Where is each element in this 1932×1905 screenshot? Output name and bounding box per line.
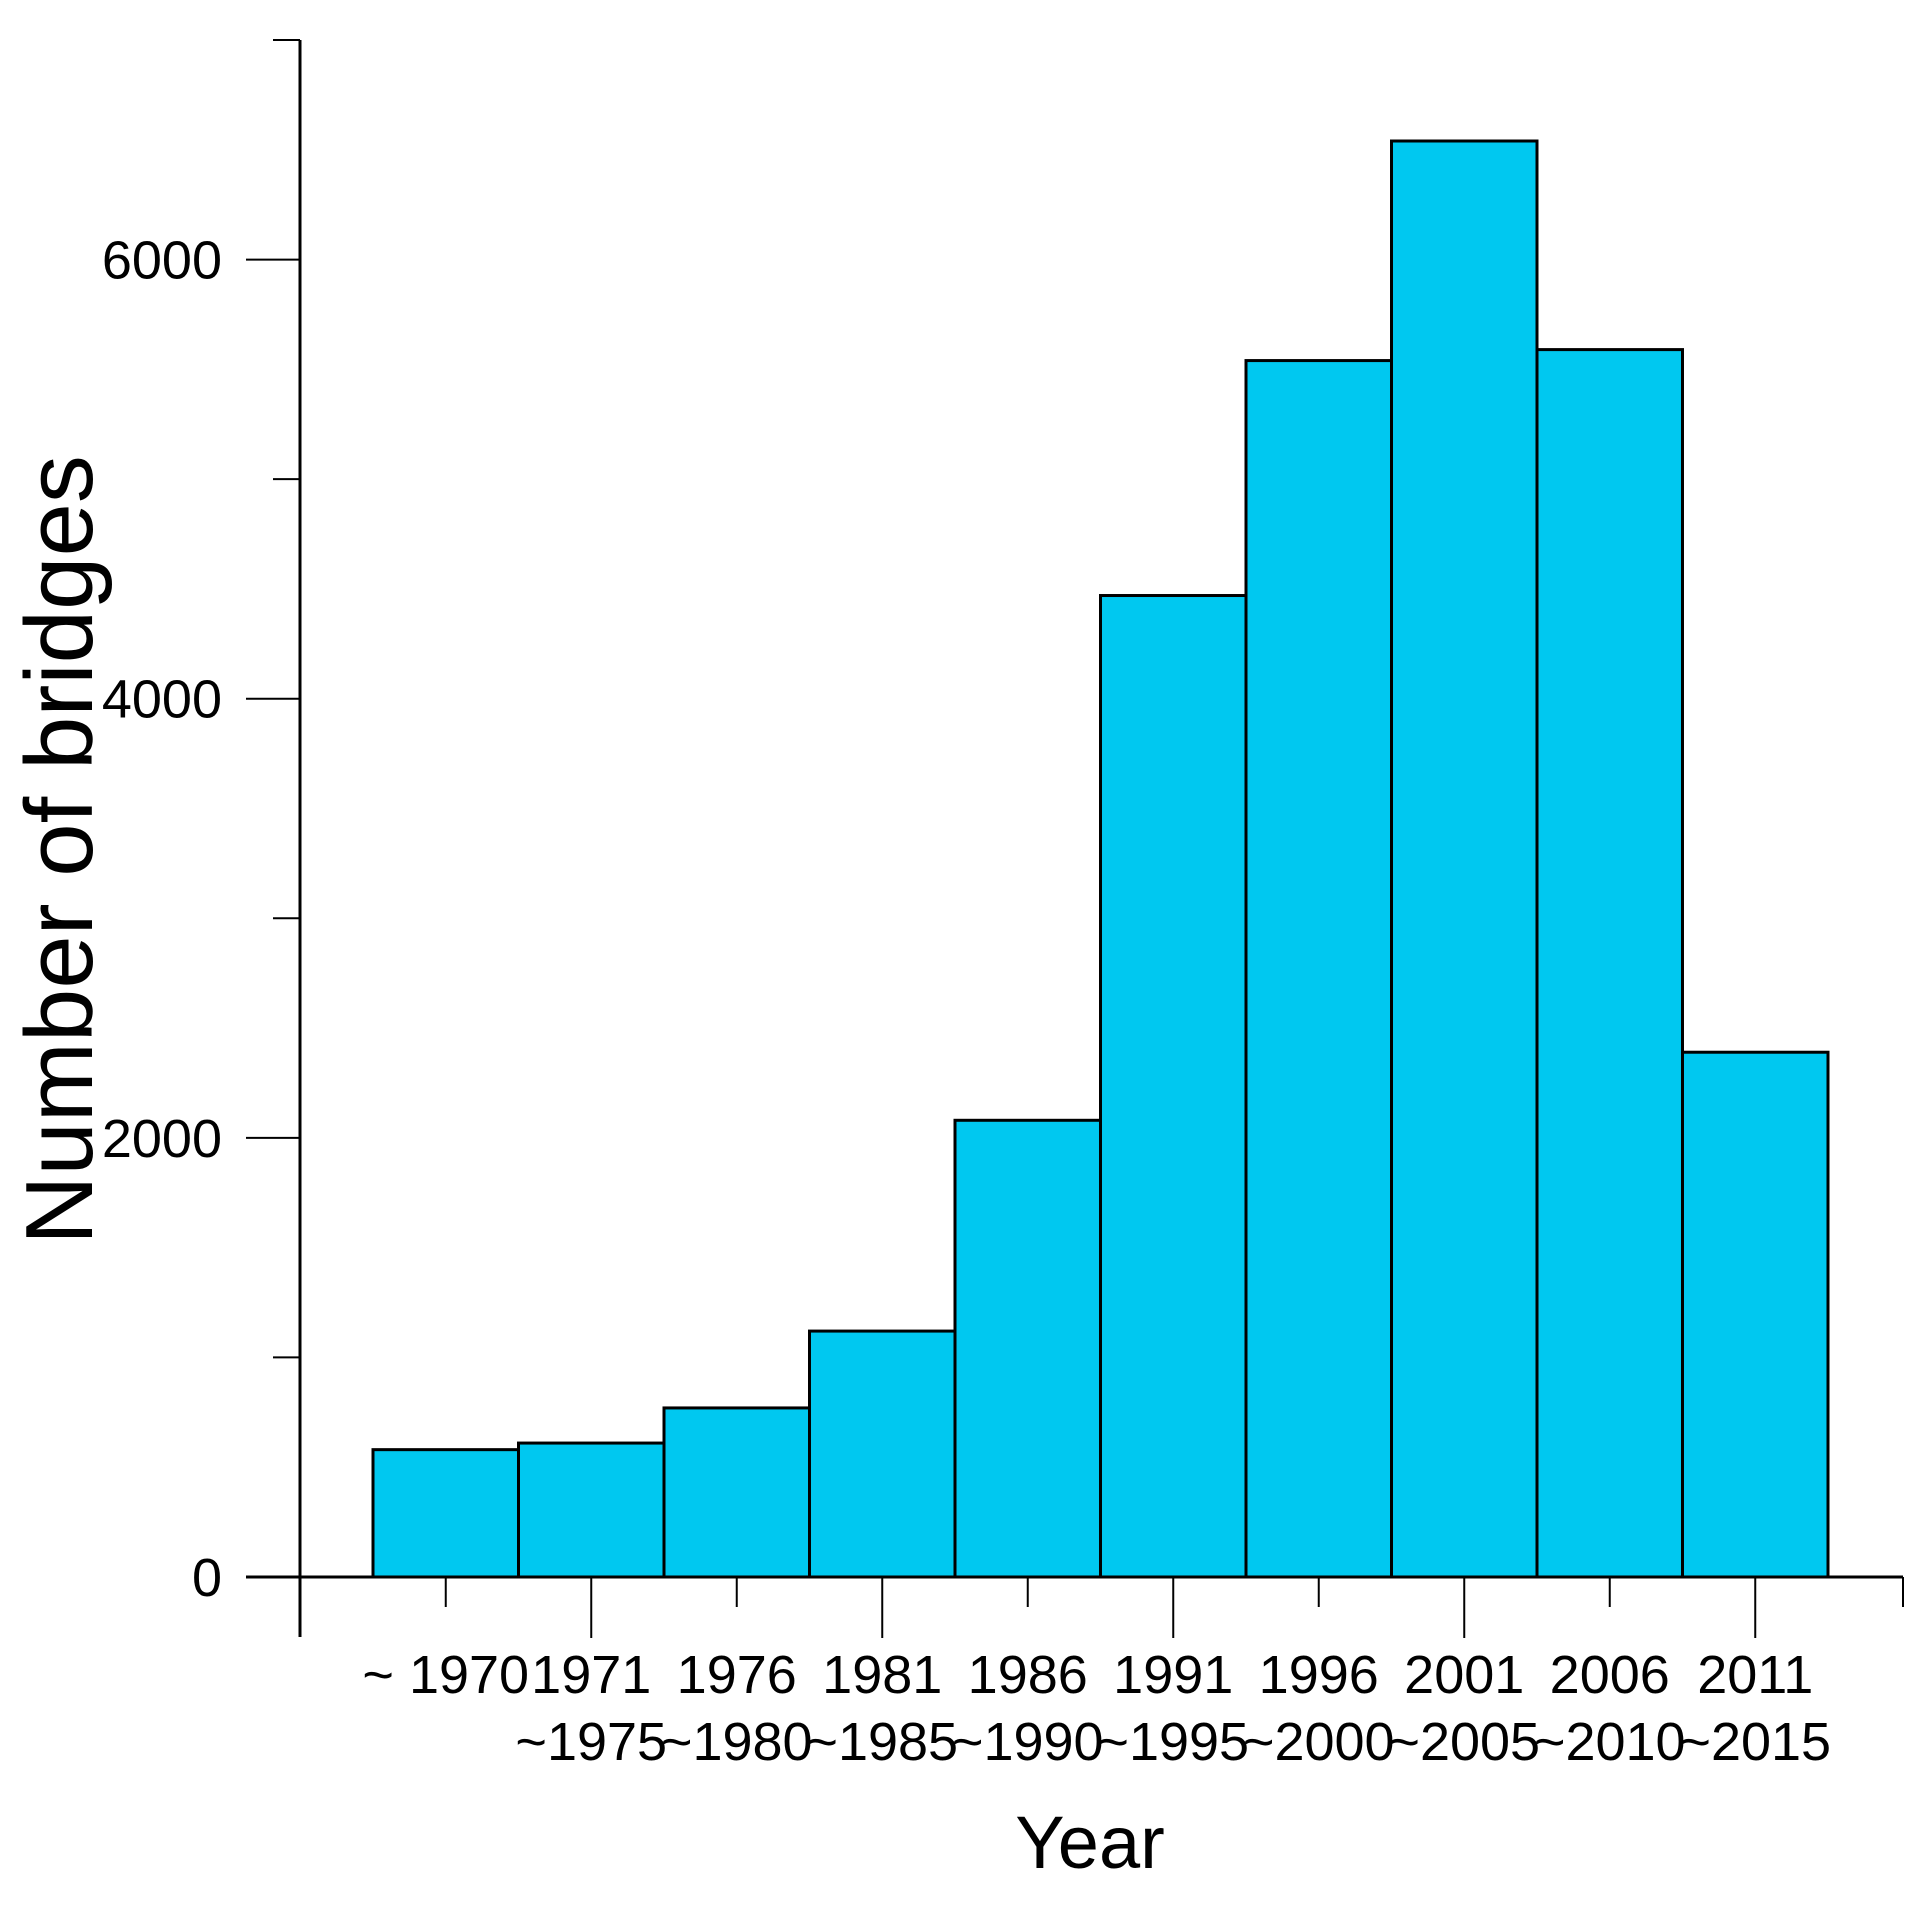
x-tick-label-row1-~1970: ~ 1970 [362,1645,529,1705]
y-tick-label-6000: 6000 [102,231,222,291]
bar-2011~2015 [1681,1050,1830,1579]
bar-1971~1975 [517,1441,666,1579]
x-tick-label-row1-1971~1975: 1971 [531,1645,651,1705]
x-tick-label-row1-1991~1995: 1991 [1113,1645,1233,1705]
x-tick-label-row2-1991~1995: ~1995 [1097,1712,1249,1772]
x-tick-label-row1-1976~1980: 1976 [677,1645,797,1705]
x-tick-label-row1-1996~2000: 1996 [1259,1645,1379,1705]
bar-1981~1985 [808,1329,957,1579]
bar-1976~1980 [662,1406,811,1579]
bar-1986~1990 [953,1118,1102,1579]
x-tick-label-row1-2011~2015: 2011 [1697,1645,1813,1705]
x-tick-label-row2-1976~1980: ~1980 [661,1712,813,1772]
bar-2006~2010 [1535,348,1684,1579]
bar-1996~2000 [1244,359,1393,1579]
y-axis-title: Number of bridges [6,455,113,1245]
x-tick-label-row2-1996~2000: ~2000 [1243,1712,1395,1772]
bar-2001~2005 [1390,139,1539,1579]
x-tick-label-row1-1981~1985: 1981 [822,1645,942,1705]
x-tick-label-row2-2011~2015: ~2015 [1679,1712,1831,1772]
y-tick-label-2000: 2000 [102,1109,222,1169]
x-tick-label-row2-2006~2010: ~2010 [1534,1712,1686,1772]
x-tick-label-row2-1981~1985: ~1985 [806,1712,958,1772]
x-tick-label-row2-1986~1990: ~1990 [952,1712,1104,1772]
x-tick-label-row2-1971~1975: ~1975 [515,1712,667,1772]
x-tick-label-row1-2001~2005: 2001 [1404,1645,1524,1705]
y-tick-label-0: 0 [192,1548,222,1608]
x-tick-label-row2-2001~2005: ~2005 [1388,1712,1540,1772]
x-tick-label-row1-1986~1990: 1986 [968,1645,1088,1705]
x-axis-title: Year [1015,1801,1165,1884]
bar-1991~1995 [1099,594,1248,1579]
y-tick-label-4000: 4000 [102,670,222,730]
bar-~1970 [371,1448,520,1579]
x-tick-label-row1-2006~2010: 2006 [1550,1645,1670,1705]
